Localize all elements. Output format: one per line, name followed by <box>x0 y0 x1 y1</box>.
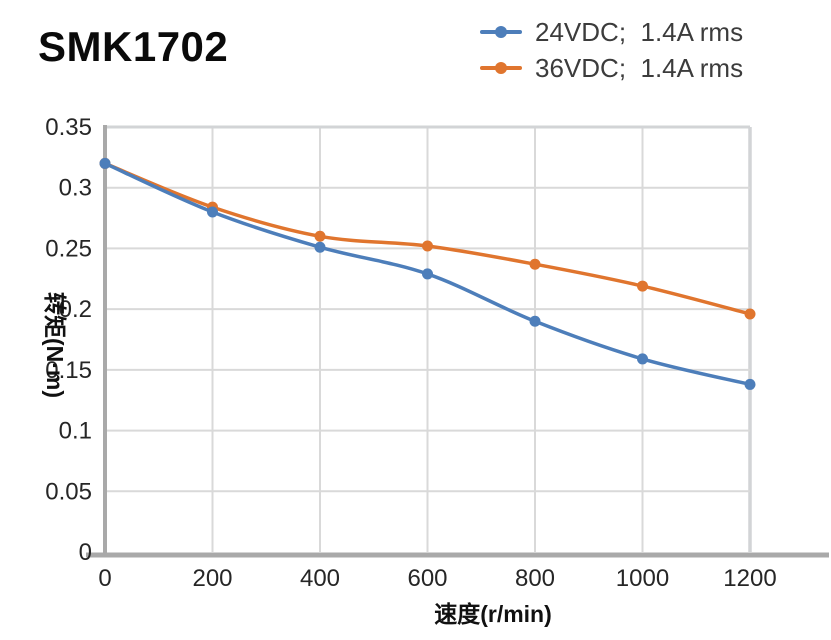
legend-label: 24VDC; 1.4A rms <box>535 16 744 47</box>
legend-label: 36VDC; 1.4A rms <box>535 52 744 83</box>
x-tick-label: 800 <box>515 565 555 592</box>
data-point <box>314 241 326 253</box>
axes <box>86 125 829 558</box>
series-0 <box>99 157 756 390</box>
y-tick-label: 0.1 <box>59 418 92 445</box>
legend-marker-icon <box>480 25 522 38</box>
data-series <box>99 157 756 390</box>
data-point <box>637 280 648 292</box>
y-tick-label: 0.05 <box>45 478 92 505</box>
data-point <box>744 378 756 390</box>
y-axis-label: 转矩(N·m) <box>42 292 68 398</box>
data-point <box>529 315 541 327</box>
legend-dot <box>495 61 507 74</box>
y-tick-label: 0 <box>79 539 92 566</box>
data-point <box>744 308 756 320</box>
data-point <box>99 157 111 169</box>
x-axis-label: 速度(r/min) <box>434 601 552 627</box>
x-tick-label: 400 <box>300 565 340 592</box>
y-tick-label: 0.3 <box>59 175 92 202</box>
data-point <box>422 268 433 280</box>
y-tick-label: 0.15 <box>45 357 92 384</box>
x-tick-label: 200 <box>192 565 232 592</box>
tick-labels: 0 200 400 600 800 1000 1200 0 0.05 0.1 0.15 0.2 0.25… <box>45 114 776 592</box>
x-tick-label: 1000 <box>616 565 669 592</box>
gridlines <box>105 125 752 552</box>
y-tick-label: 0.35 <box>45 114 92 141</box>
legend-item-1: 36VDC; 1.4A rms <box>480 51 743 84</box>
data-point <box>314 230 326 242</box>
legend-dot <box>495 25 507 38</box>
x-tick-label: 1200 <box>723 565 776 592</box>
legend: 24VDC; 1.4A rms 36VDC; 1.4A rms <box>480 15 743 84</box>
legend-item-0: 24VDC; 1.4A rms <box>480 15 743 48</box>
data-point <box>207 206 218 218</box>
y-tick-label: 0.2 <box>59 296 92 323</box>
data-point <box>637 353 648 365</box>
data-point <box>422 240 433 252</box>
chart-title: SMK1702 <box>38 23 229 70</box>
data-point <box>529 258 541 270</box>
x-tick-label: 0 <box>98 565 111 592</box>
x-tick-label: 600 <box>407 565 447 592</box>
y-tick-label: 0.25 <box>45 235 92 262</box>
legend-marker-icon <box>480 61 522 74</box>
